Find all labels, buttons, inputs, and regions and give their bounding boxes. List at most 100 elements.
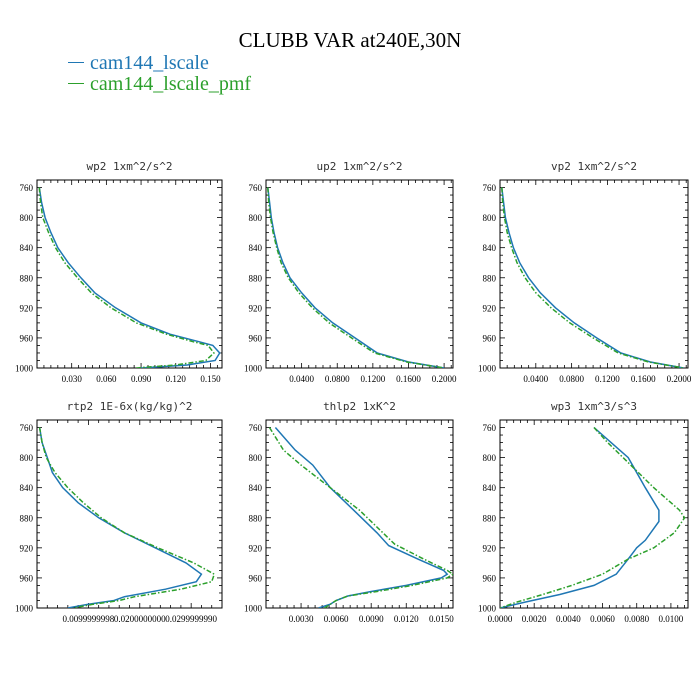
x-tick-label: 0.0000 [488,614,513,624]
y-tick-label: 840 [483,243,497,253]
y-tick-label: 880 [20,273,34,283]
y-tick-label: 920 [483,543,497,553]
y-tick-label: 920 [20,303,34,313]
y-tick-label: 840 [20,243,34,253]
y-tick-label: 800 [483,453,497,463]
y-tick-label: 800 [20,213,34,223]
panel-5: thlp2 1xK^2 760 800 840 880 920 960 1000 0.0030 0… [244,400,454,624]
x-tick-label: 0.0020 [522,614,547,624]
plot-frame [265,419,454,609]
x-tick-label: 0.0200000000 [114,614,166,624]
y-tick-label: 880 [20,513,34,523]
y-tick-label: 960 [483,333,497,343]
plot-frame [265,179,454,369]
panel-1: wp2 1xm^2/s^2 760 800 840 880 920 960 1000 0.030… [15,160,223,384]
series-line-lscale [38,427,203,608]
plot-frame [499,179,689,369]
panel-3: vp2 1xm^2/s^2 760 800 840 880 920 960 1000 0.040… [478,160,692,384]
plot-frame [499,419,689,609]
panel-title: thlp2 1xK^2 [323,400,396,413]
x-tick-label: 0.0099999998 [63,614,115,624]
series-line-lscale-pmf [500,426,686,608]
y-tick-label: 920 [249,303,263,313]
legend-line-icon [68,61,84,64]
x-tick-label: 0.0299999990 [165,614,217,624]
x-tick-label: 0.0040 [556,614,581,624]
y-tick-label: 920 [20,543,34,553]
y-tick-label: 800 [249,213,263,223]
x-tick-label: 0.0060 [324,614,349,624]
series-line-lscale [38,187,221,368]
x-tick-label: 0.0400 [289,374,314,384]
legend-item-lscale-pmf: cam144_lscale_pmf [68,73,251,96]
x-tick-label: 0.120 [166,374,187,384]
legend-label: cam144_lscale_pmf [90,73,252,95]
x-tick-label: 0.0090 [359,614,384,624]
y-tick-label: 800 [20,453,34,463]
x-tick-label: 0.1600 [396,374,421,384]
x-tick-label: 0.0800 [559,374,584,384]
series-line-lscale-pmf [38,187,215,368]
y-tick-label: 1000 [15,364,34,374]
y-tick-label: 880 [249,273,263,283]
y-tick-label: 760 [20,423,34,433]
series-line-lscale [267,187,445,368]
x-tick-label: 0.0150 [429,614,454,624]
y-tick-label: 840 [249,243,263,253]
y-tick-label: 880 [483,513,497,523]
plot-frame [36,179,223,369]
series-line-lscale-pmf [267,187,445,368]
y-tick-label: 960 [249,333,263,343]
x-tick-label: 0.090 [131,374,152,384]
series-line-lscale [500,426,660,608]
panel-6: wp3 1xm^3/s^3 760 800 840 880 920 960 10000.000… [478,400,689,624]
y-tick-label: 880 [249,513,263,523]
panel-title: rtp2 1E-6x(kg/kg)^2 [67,400,193,413]
y-tick-label: 1000 [244,604,263,614]
panel-2: up2 1xm^2/s^2 760 800 840 880 920 960 1000 0.040… [244,160,457,384]
y-tick-label: 840 [249,483,263,493]
y-tick-label: 880 [483,273,497,283]
x-tick-label: 0.0400 [523,374,548,384]
legend-line-icon [68,82,84,85]
x-tick-label: 0.0080 [624,614,649,624]
x-tick-label: 0.0030 [289,614,314,624]
y-tick-label: 1000 [478,604,497,614]
y-tick-label: 920 [249,543,263,553]
x-tick-label: 0.0120 [394,614,419,624]
y-tick-label: 920 [483,303,497,313]
y-tick-label: 1000 [478,364,497,374]
series-line-lscale [501,187,684,368]
x-tick-label: 0.1200 [595,374,620,384]
x-tick-label: 0.150 [200,374,221,384]
y-tick-label: 800 [249,453,263,463]
x-tick-label: 0.2000 [667,374,692,384]
y-tick-label: 960 [249,573,263,583]
legend-label: cam144_lscale [90,52,209,74]
panel-title: wp3 1xm^3/s^3 [551,400,637,413]
y-tick-label: 960 [483,573,497,583]
y-tick-label: 760 [483,423,497,433]
x-tick-label: 0.060 [96,374,117,384]
plot-frame [36,419,223,609]
x-tick-label: 0.030 [62,374,83,384]
panel-title: up2 1xm^2/s^2 [316,160,402,173]
y-tick-label: 760 [483,183,497,193]
panel-4: rtp2 1E-6x(kg/kg)^2 760 800 840 880 920 960 100… [15,400,223,624]
series-line-lscale-pmf [501,187,684,368]
y-tick-label: 840 [20,483,34,493]
series-line-lscale-pmf [268,427,453,608]
x-tick-label: 0.1600 [631,374,656,384]
x-tick-label: 0.0100 [659,614,684,624]
panel-title: wp2 1xm^2/s^2 [86,160,172,173]
y-tick-label: 840 [483,483,497,493]
x-tick-label: 0.2000 [432,374,457,384]
legend-item-lscale: cam144_lscale [68,52,209,75]
y-tick-label: 960 [20,573,34,583]
x-tick-label: 0.0060 [590,614,615,624]
series-line-lscale-pmf [38,427,216,608]
y-tick-label: 760 [249,183,263,193]
panel-title: vp2 1xm^2/s^2 [551,160,637,173]
x-tick-label: 0.1200 [360,374,385,384]
